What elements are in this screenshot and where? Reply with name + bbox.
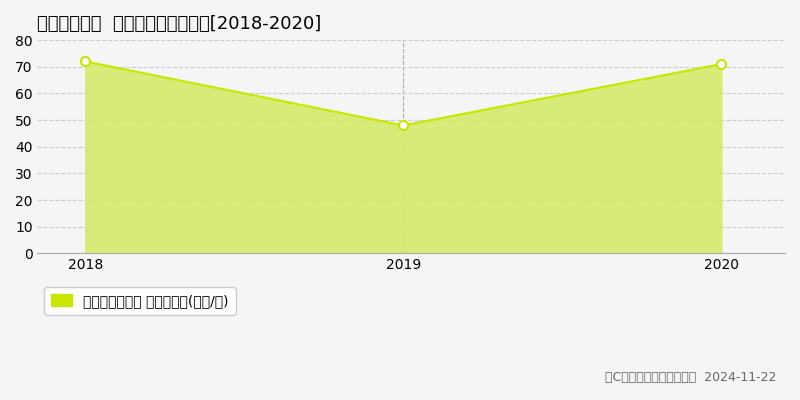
Point [715,61,728,67]
Text: 明石市大観町  マンション価格推移[2018-2020]: 明石市大観町 マンション価格推移[2018-2020] [38,15,322,33]
Text: （C）土地価格ドットコム  2024-11-22: （C）土地価格ドットコム 2024-11-22 [605,371,776,384]
Point [78,58,91,65]
Point [397,122,410,129]
Legend: マンション価格 平均坪単価(万円/坪): マンション価格 平均坪単価(万円/坪) [45,287,236,315]
